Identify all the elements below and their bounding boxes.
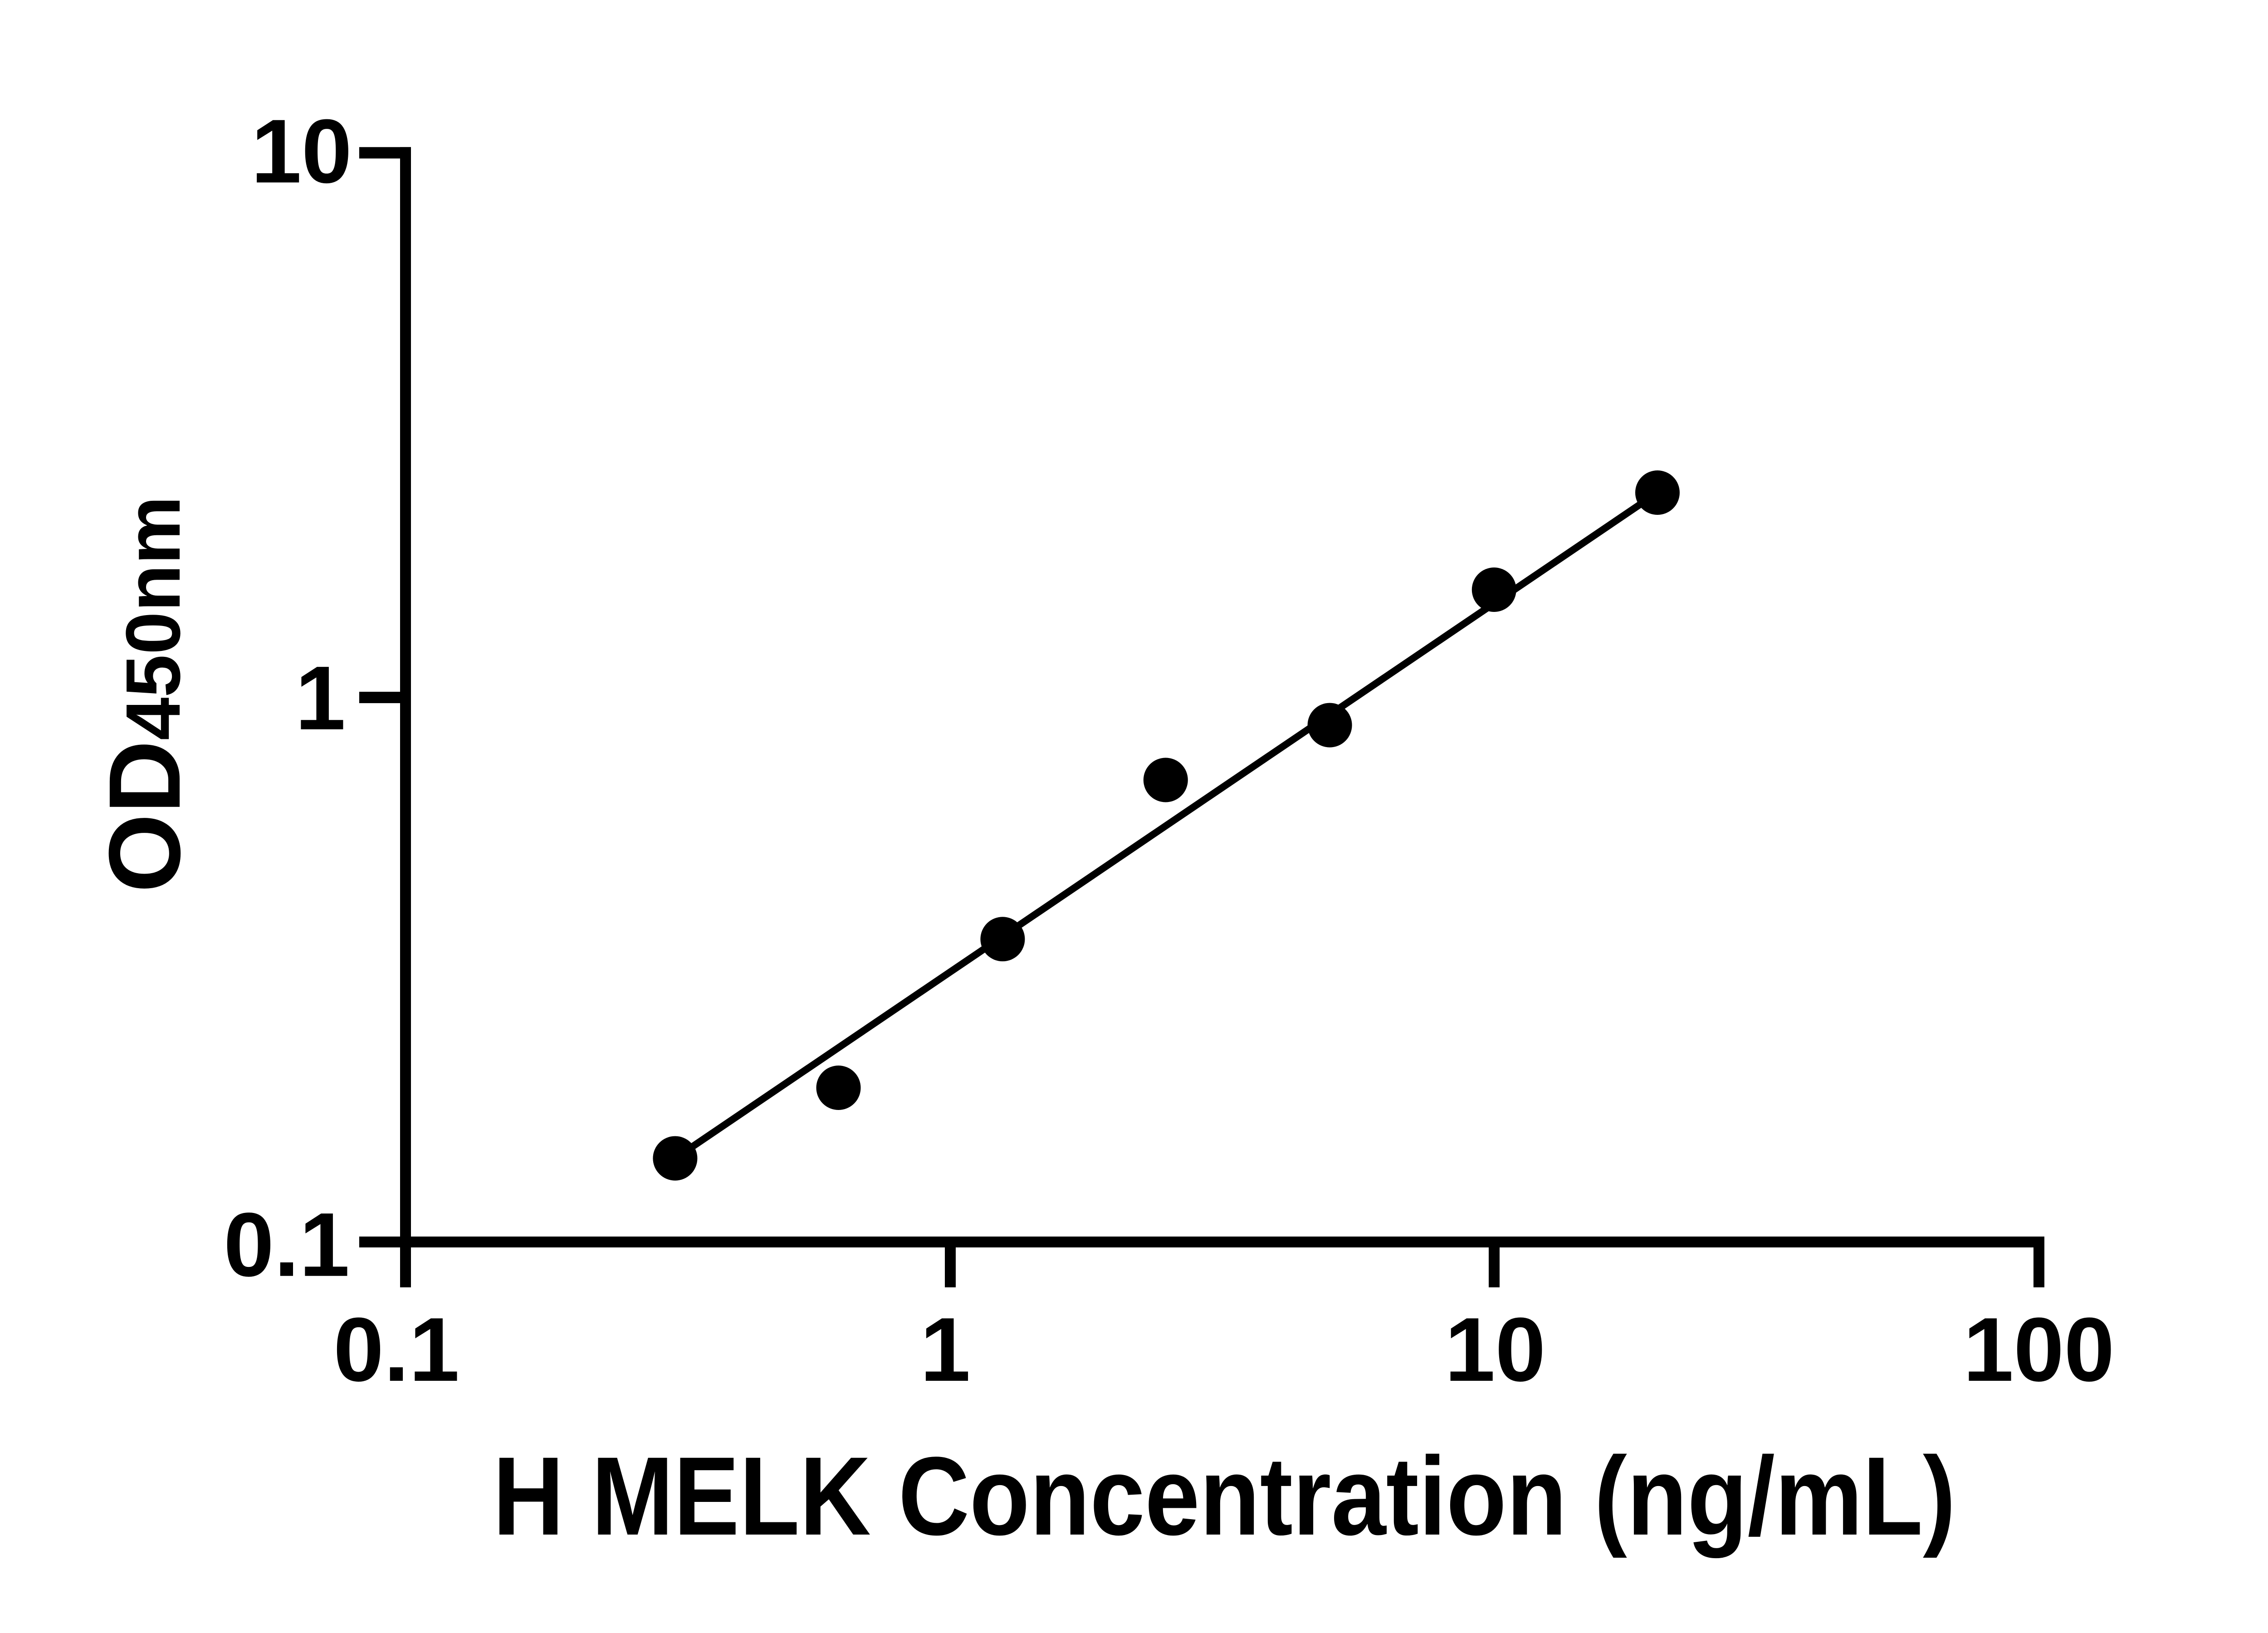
svg-text:0.1: 0.1 <box>333 1299 459 1400</box>
svg-text:1: 1 <box>920 1299 970 1400</box>
svg-text:H MELK Concentration (ng/mL): H MELK Concentration (ng/mL) <box>493 1434 1956 1559</box>
svg-text:10: 10 <box>251 101 352 202</box>
svg-text:100: 100 <box>1963 1299 2115 1400</box>
svg-text:10: 10 <box>1445 1299 1545 1400</box>
svg-text:0.1: 0.1 <box>224 1194 350 1296</box>
svg-text:1: 1 <box>295 648 346 749</box>
